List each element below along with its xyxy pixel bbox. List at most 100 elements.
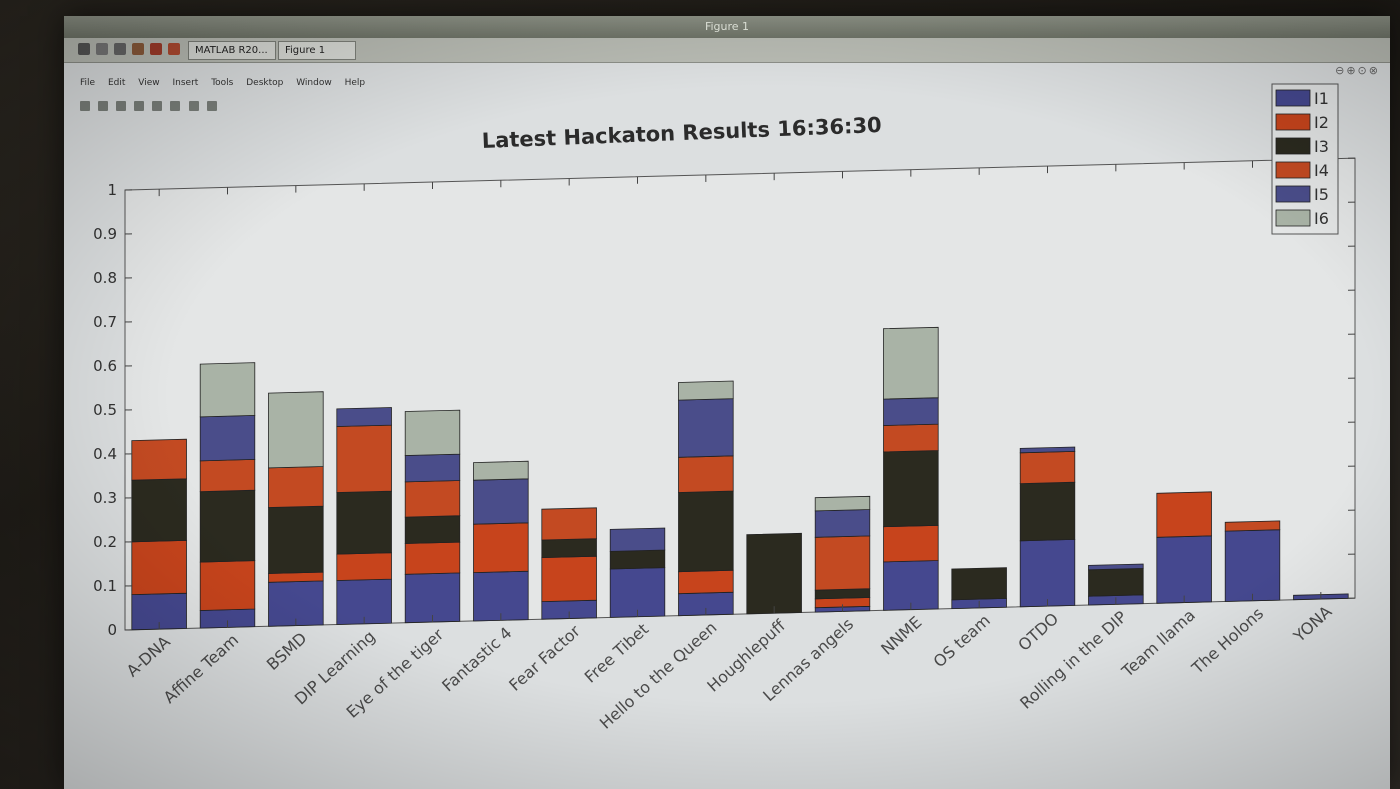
save-icon[interactable] [116,101,127,111]
bar-segment [609,527,666,552]
bar-segment [883,423,939,453]
open-file-icon[interactable] [98,101,109,111]
y-tick-label: 0 [107,621,117,639]
taskbar: MATLAB R20... Figure 1 [64,38,1390,63]
bar-segment [336,490,392,555]
matlab-icon[interactable] [168,43,180,55]
browser-icon[interactable] [132,43,144,55]
x-tick-label: YONA [1289,602,1335,647]
zoom-out-icon[interactable] [170,101,181,111]
legend-swatch [1275,89,1311,107]
bar-segment [1088,563,1144,571]
bar-segment [336,424,392,493]
bar-segment [404,515,461,544]
bar-segment [199,458,256,493]
legend-entry: I2 [1314,113,1329,132]
menu-tools[interactable]: Tools [211,78,234,88]
menu-help[interactable]: Help [344,78,366,88]
legend-box [1271,83,1339,235]
bar-segment [268,391,324,469]
bars [131,326,1349,631]
bar-segment [1156,491,1212,538]
bar-segment [951,567,1007,601]
bar-segment [1019,481,1076,542]
x-tick-label: Hello to the Queen [596,618,721,733]
x-tick-label: BSMD [263,628,311,674]
bar-segment [1019,450,1076,485]
print-icon[interactable] [134,101,145,111]
bar-segment [541,507,597,541]
terminal-icon[interactable] [114,43,126,55]
bar-segment [678,398,734,458]
bar-segment [678,490,734,573]
data-cursor-icon[interactable] [206,101,217,111]
bar-segment [199,489,256,563]
bar-segment [473,478,529,525]
taskbar-item-matlab[interactable]: MATLAB R20... [188,41,276,60]
taskbar-item-figure[interactable]: Figure 1 [278,41,356,60]
legend-entry: I1 [1314,89,1329,108]
menu-insert[interactable]: Insert [172,78,199,88]
x-tick-label: OS team [930,611,994,672]
menu-file[interactable]: File [80,78,96,88]
menu-window[interactable]: Window [296,78,332,88]
app-icon[interactable] [78,43,90,55]
bar-segment [404,409,461,456]
bar-segment [199,414,256,462]
y-tick-label: 0.4 [93,445,117,463]
window-title: Figure 1 [64,16,1390,38]
bar-segment [883,450,939,528]
y-tick-label: 0.1 [93,577,117,595]
bar-segment [404,541,461,575]
pan-icon[interactable] [188,101,199,111]
menu-edit[interactable]: Edit [107,78,126,88]
x-tick-label: NNME [877,612,925,658]
bar-segment [883,524,939,563]
y-axis: 0 0.1 0.2 0.3 0.4 0.5 0.6 0.7 0.8 0.9 1 [93,157,1356,639]
new-figure-icon[interactable] [80,101,90,111]
bar-segment [268,505,324,574]
x-tick-label: Fear Factor [505,621,584,695]
legend-entry: I3 [1314,137,1329,156]
legend-entry: I5 [1314,185,1329,204]
bar-segment [814,495,871,512]
bar-segment [199,362,256,418]
y-tick-label: 0.6 [93,357,117,375]
legend-swatch [1275,161,1311,179]
x-tick-label: Affine Team [160,630,242,707]
bar-segment [1224,529,1281,602]
y-tick-label: 1 [107,181,117,199]
bar-segment [678,455,734,493]
legend-entry: I4 [1314,161,1329,180]
x-tick-label: Team llama [1117,605,1198,681]
x-tick-label: Fantastic 4 [438,623,515,695]
bar-segment [404,480,461,518]
media-icon[interactable] [150,43,162,55]
y-tick-label: 0.5 [93,401,117,419]
menu-view[interactable]: View [138,78,160,88]
x-tick-label: A-DNA [123,632,174,681]
menu-desktop[interactable]: Desktop [246,78,284,88]
bar-segment [1088,567,1144,597]
folder-icon[interactable] [96,43,108,55]
zoom-in-icon[interactable] [152,101,163,111]
bar-segment [199,560,256,611]
window-controls[interactable]: ⊖⊕⊙⊗ [1335,64,1380,77]
bar-segment [678,380,734,401]
bar-segment [404,453,461,483]
bar-segment [336,407,392,427]
bar-segment [678,569,734,595]
legend-swatch [1275,185,1311,203]
menu-bar: File Edit View Insert Tools Desktop Wind… [80,78,375,94]
bar-segment [1224,520,1281,532]
bar-segment [814,509,871,538]
bar-segment [883,326,939,400]
x-tick-label: OTDO [1014,609,1062,655]
bar-segment [1019,538,1076,608]
legend-swatch [1275,113,1311,131]
y-tick-label: 0.3 [93,489,117,507]
bar-segment [541,555,597,603]
bar-segment [336,552,392,581]
